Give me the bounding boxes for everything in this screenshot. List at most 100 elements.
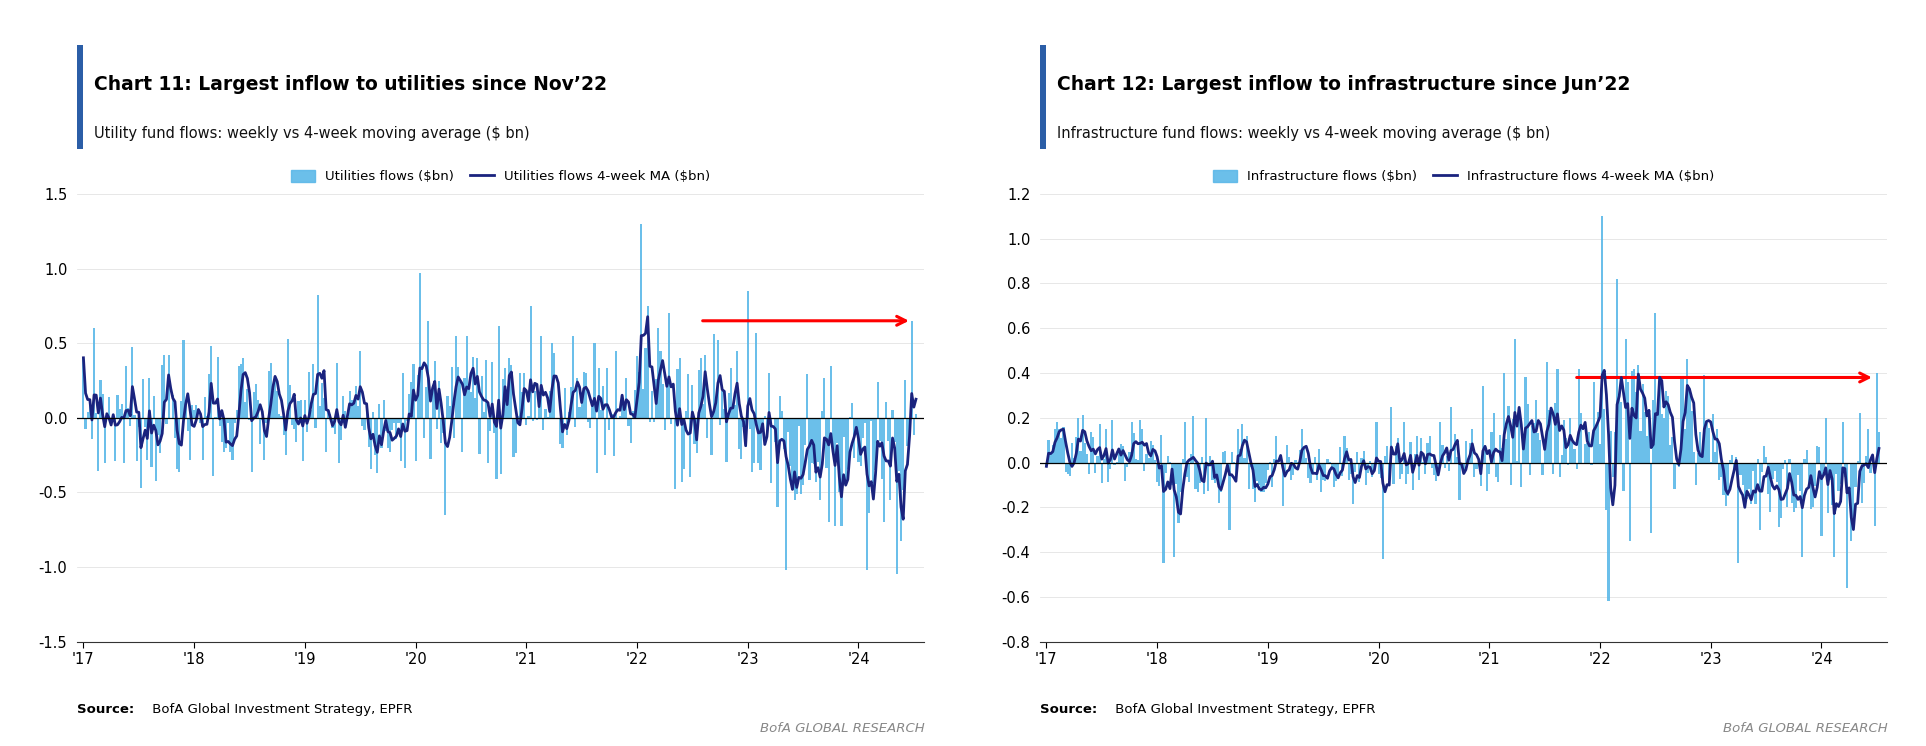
Bar: [216, 357, 220, 418]
Bar: [1826, 463, 1830, 513]
Bar: [553, 353, 555, 418]
Bar: [273, 380, 275, 418]
Bar: [241, 364, 243, 418]
Bar: [1841, 422, 1843, 463]
Bar: [1731, 455, 1733, 463]
Bar: [1876, 373, 1878, 463]
Bar: [227, 418, 229, 423]
Bar: [1144, 463, 1146, 471]
Bar: [559, 418, 562, 445]
Bar: [1522, 438, 1525, 463]
Bar: [826, 418, 828, 468]
Bar: [1820, 463, 1822, 536]
Bar: [913, 418, 915, 435]
Bar: [1446, 456, 1448, 463]
Bar: [1768, 463, 1770, 495]
Bar: [302, 418, 304, 460]
Bar: [389, 418, 391, 452]
Bar: [1406, 463, 1408, 484]
Bar: [1200, 457, 1204, 463]
Bar: [1549, 410, 1550, 463]
Bar: [1165, 463, 1167, 473]
Bar: [1531, 426, 1533, 463]
Bar: [863, 418, 867, 423]
Bar: [645, 348, 647, 418]
Bar: [1629, 463, 1631, 541]
Bar: [911, 321, 913, 418]
Bar: [1450, 407, 1452, 463]
Bar: [1439, 422, 1441, 463]
Bar: [670, 418, 672, 424]
Bar: [1830, 463, 1832, 480]
Bar: [1543, 450, 1547, 463]
Bar: [456, 367, 458, 418]
Bar: [1310, 463, 1312, 483]
Bar: [260, 418, 262, 444]
Bar: [1371, 463, 1373, 477]
Bar: [876, 382, 878, 418]
Bar: [680, 418, 684, 482]
Bar: [1737, 463, 1739, 563]
Bar: [711, 418, 713, 455]
Bar: [1102, 463, 1104, 483]
Bar: [1213, 463, 1215, 483]
Bar: [485, 360, 487, 418]
Bar: [547, 417, 549, 418]
Bar: [189, 418, 191, 460]
Bar: [1832, 463, 1834, 504]
Bar: [1084, 442, 1086, 463]
Bar: [1491, 432, 1493, 463]
Bar: [1055, 422, 1057, 463]
Bar: [173, 418, 175, 438]
Bar: [1448, 463, 1450, 471]
Text: BofA GLOBAL RESEARCH: BofA GLOBAL RESEARCH: [1722, 722, 1887, 735]
Bar: [1730, 460, 1731, 463]
Bar: [1547, 362, 1549, 463]
Bar: [85, 418, 87, 429]
Bar: [713, 334, 715, 418]
Bar: [1851, 463, 1853, 541]
Bar: [551, 343, 553, 418]
Bar: [1839, 463, 1841, 484]
Bar: [1454, 434, 1456, 463]
Bar: [1285, 463, 1287, 471]
Bar: [1096, 456, 1098, 463]
Bar: [1123, 446, 1125, 463]
Bar: [1244, 458, 1246, 463]
Bar: [449, 407, 451, 418]
Bar: [1814, 463, 1816, 486]
Bar: [114, 418, 116, 461]
Bar: [162, 366, 164, 418]
Bar: [285, 418, 287, 455]
Bar: [1581, 463, 1583, 464]
Bar: [1410, 442, 1412, 463]
Bar: [92, 328, 94, 418]
Bar: [1535, 400, 1537, 463]
Bar: [281, 416, 283, 418]
Bar: [780, 411, 782, 418]
Bar: [1755, 463, 1757, 504]
Bar: [817, 418, 819, 462]
Bar: [1500, 448, 1502, 463]
Bar: [1862, 463, 1864, 483]
Bar: [179, 418, 181, 472]
Bar: [716, 340, 718, 418]
Bar: [770, 418, 772, 483]
Bar: [628, 418, 630, 426]
Bar: [1845, 463, 1849, 588]
Bar: [788, 418, 790, 431]
Bar: [792, 418, 794, 490]
Bar: [1695, 463, 1697, 485]
Bar: [1106, 428, 1107, 463]
Bar: [1175, 463, 1177, 484]
Bar: [562, 418, 564, 448]
Bar: [225, 418, 227, 448]
Bar: [1337, 463, 1339, 477]
Bar: [1408, 463, 1410, 474]
Bar: [847, 418, 849, 469]
Bar: [254, 384, 256, 418]
Bar: [693, 418, 695, 444]
Bar: [1733, 463, 1735, 470]
Bar: [1396, 439, 1398, 463]
Bar: [1641, 384, 1643, 463]
